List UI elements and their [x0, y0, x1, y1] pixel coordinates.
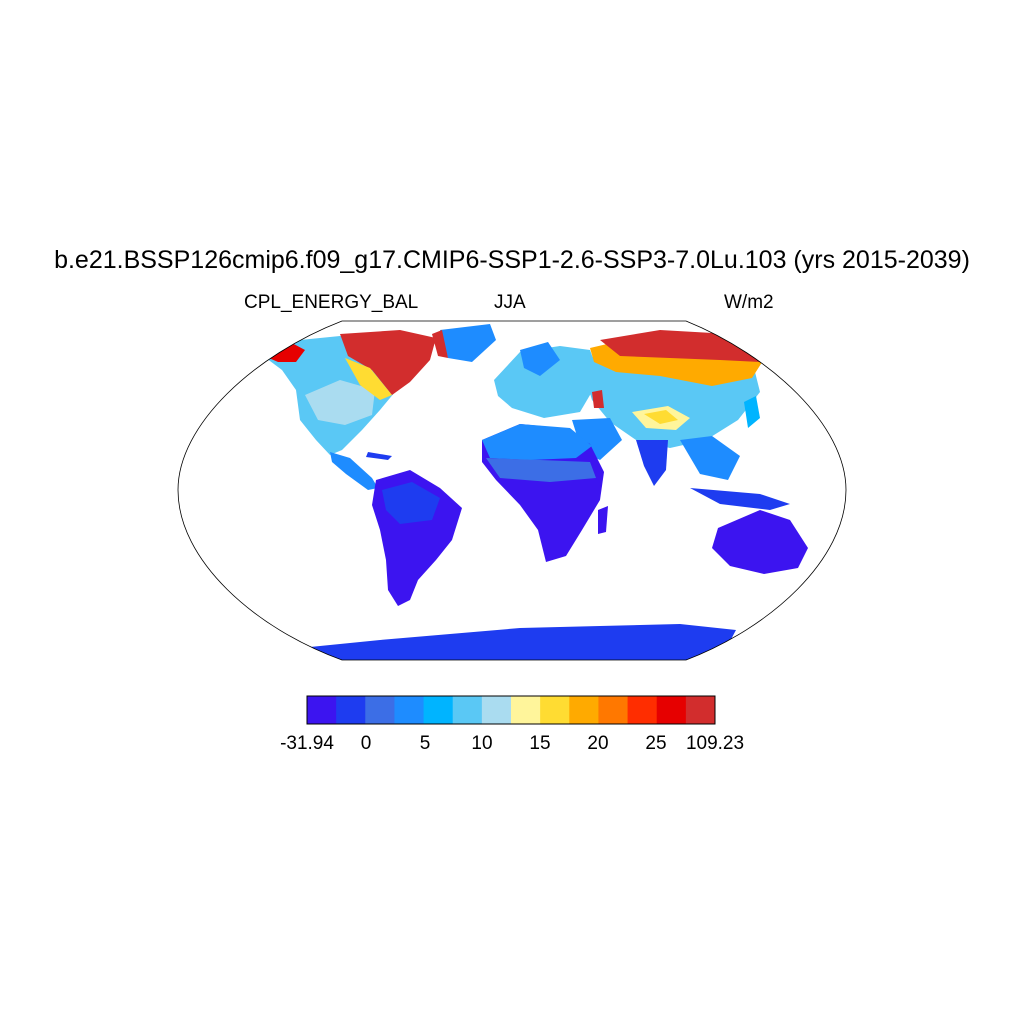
units-label: W/m2 — [724, 292, 774, 313]
greenland — [440, 324, 496, 362]
map-fill — [262, 324, 826, 660]
antarctica — [300, 624, 736, 660]
colorbar-swatch — [452, 696, 483, 724]
season-label: JJA — [494, 292, 526, 313]
australia — [712, 510, 808, 574]
colorbar-swatch — [598, 696, 629, 724]
canada-arctic — [340, 330, 436, 395]
colorbar-label: 0 — [360, 733, 372, 754]
colorbar-label: 10 — [471, 733, 493, 754]
southeast-asia — [680, 436, 740, 480]
map-boundary — [177, 320, 847, 661]
colorbar-label: 109.23 — [685, 733, 745, 754]
scandinavia — [520, 342, 560, 376]
caspian-region — [592, 390, 604, 408]
colorbar-swatch — [627, 696, 658, 724]
new-zealand — [816, 566, 826, 588]
colorbar-swatch — [540, 696, 570, 724]
sahel — [486, 458, 596, 482]
colorbar-frame — [306, 695, 716, 725]
south-america-highlands — [382, 482, 440, 524]
colorbar-label: 15 — [529, 733, 551, 754]
colorbar-swatch — [685, 696, 716, 724]
greenland-edge — [432, 330, 448, 358]
central-america — [330, 452, 378, 490]
madagascar — [598, 506, 608, 534]
colorbar-swatch — [307, 696, 337, 724]
variable-label: CPL_ENERGY_BAL — [244, 292, 419, 313]
india — [636, 440, 668, 486]
north-america-interior — [305, 380, 375, 425]
colorbar-label: -31.94 — [280, 733, 334, 754]
indonesia — [690, 488, 790, 510]
colorbar-swatch — [365, 696, 395, 724]
cuba — [366, 452, 392, 460]
colorbar-label: 5 — [419, 733, 431, 754]
colorbar-swatch — [511, 696, 541, 724]
colorbar-label: 20 — [587, 733, 609, 754]
sahara — [482, 424, 592, 460]
colorbar-label: 25 — [645, 733, 667, 754]
colorbar-swatch — [481, 696, 512, 724]
colorbar-swatch — [423, 696, 454, 724]
europe — [494, 346, 600, 418]
colorbar-swatch — [569, 696, 599, 724]
colorbar-swatch — [656, 696, 687, 724]
colorbar — [306, 695, 716, 725]
colorbar-swatch — [394, 696, 425, 724]
canada-arctic-edge — [345, 358, 392, 400]
colorbar-swatch — [336, 696, 366, 724]
plot-title: b.e21.BSSP126cmip6.f09_g17.CMIP6-SSP1-2.… — [54, 246, 970, 274]
japan — [744, 396, 760, 428]
tibet-core — [644, 410, 678, 424]
